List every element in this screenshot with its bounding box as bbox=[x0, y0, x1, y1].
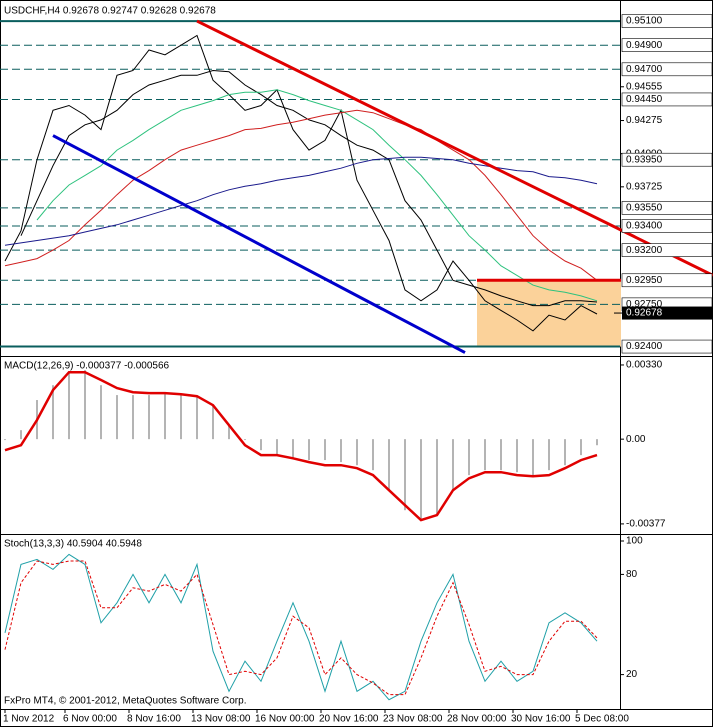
x-tick-label: 20 Nov 16:00 bbox=[319, 714, 379, 725]
histogram-bar bbox=[228, 425, 230, 440]
histogram-bar bbox=[388, 439, 390, 491]
series-line bbox=[4, 156, 598, 246]
level-label-box bbox=[621, 62, 713, 77]
histogram-bar bbox=[52, 385, 54, 440]
level-label: 0.93400 bbox=[626, 221, 663, 232]
x-tick-label: 5 Dec 08:00 bbox=[575, 714, 629, 725]
histogram-bar bbox=[516, 439, 518, 473]
y-tick-label: 0.94275 bbox=[626, 115, 663, 126]
histogram-bar bbox=[404, 439, 406, 511]
histogram-bar bbox=[148, 395, 150, 440]
x-tick-label: 13 Nov 08:00 bbox=[191, 714, 251, 725]
x-tick-label: 16 Nov 00:00 bbox=[255, 714, 315, 725]
level-label: 0.93550 bbox=[626, 203, 663, 214]
histogram-bar bbox=[580, 439, 582, 456]
histogram-bar bbox=[212, 405, 214, 440]
histogram-bar bbox=[196, 397, 198, 440]
trendline bbox=[196, 19, 713, 277]
histogram-bar bbox=[596, 439, 598, 446]
histogram-bar bbox=[548, 439, 550, 471]
series-line bbox=[4, 34, 598, 332]
panel-title: USDCHF,H4 0.92678 0.92747 0.92628 0.9267… bbox=[4, 6, 216, 17]
series-line bbox=[36, 89, 598, 302]
histogram-bar bbox=[68, 372, 70, 440]
level-label: 0.93200 bbox=[626, 245, 663, 256]
y-tick-label: 0.94555 bbox=[626, 81, 663, 92]
level-label-box bbox=[621, 201, 713, 215]
level-label: 0.93950 bbox=[626, 154, 663, 165]
y-tick-label: 80 bbox=[626, 569, 638, 580]
histogram-bar bbox=[532, 439, 534, 476]
histogram-bar bbox=[564, 439, 566, 466]
y-tick-label: 0.00 bbox=[626, 434, 646, 445]
histogram-bar bbox=[180, 395, 182, 440]
level-label: 0.94450 bbox=[626, 94, 663, 105]
histogram-bar bbox=[372, 439, 374, 471]
level-label-box bbox=[621, 14, 713, 28]
x-tick-label: 30 Nov 16:00 bbox=[511, 714, 571, 725]
level-label: 0.92400 bbox=[626, 341, 663, 352]
y-tick-label: 20 bbox=[626, 669, 638, 680]
last-price-box bbox=[622, 306, 712, 320]
level-label-box bbox=[621, 92, 713, 107]
histogram-bar bbox=[324, 439, 326, 461]
histogram-bar bbox=[132, 395, 134, 440]
panel-title: Stoch(13,3,3) 40.5904 40.5948 bbox=[4, 539, 142, 550]
level-label: 0.92750 bbox=[626, 299, 663, 310]
histogram-bar bbox=[292, 439, 294, 459]
histogram-bar bbox=[100, 385, 102, 440]
histogram-bar bbox=[244, 439, 246, 441]
histogram-bar bbox=[116, 395, 118, 440]
histogram-bar bbox=[20, 430, 22, 440]
level-label: 0.95100 bbox=[626, 16, 663, 27]
x-tick-label: 6 Nov 00:00 bbox=[63, 714, 117, 725]
histogram-bar bbox=[4, 439, 6, 441]
histogram-bar bbox=[84, 370, 86, 440]
histogram-bar bbox=[436, 439, 438, 516]
histogram-bar bbox=[308, 439, 310, 461]
x-tick-label: 28 Nov 00:00 bbox=[447, 714, 507, 725]
x-tick-label: 23 Nov 08:00 bbox=[383, 714, 443, 725]
series-line bbox=[20, 69, 598, 307]
trendline bbox=[52, 134, 466, 354]
zone bbox=[477, 280, 621, 347]
histogram-bar bbox=[260, 439, 262, 451]
y-tick-label: 0.93725 bbox=[626, 181, 663, 192]
histogram-bar bbox=[356, 439, 358, 466]
histogram-bar bbox=[452, 439, 454, 491]
level-label: 0.94900 bbox=[626, 40, 663, 51]
level-label-box bbox=[621, 38, 713, 52]
level-label-box bbox=[621, 152, 713, 167]
y-tick-label: 100 bbox=[626, 536, 643, 547]
y-tick-label: 0.00330 bbox=[626, 360, 663, 371]
x-tick-label: 8 Nov 16:00 bbox=[127, 714, 181, 725]
level-label-box bbox=[621, 219, 713, 233]
histogram-bar bbox=[164, 393, 166, 440]
histogram-bar bbox=[500, 439, 502, 471]
level-label-box bbox=[621, 243, 713, 257]
x-tick-label: 1 Nov 2012 bbox=[3, 714, 55, 725]
level-label: 0.92950 bbox=[626, 275, 663, 286]
level-label-box bbox=[621, 339, 713, 354]
copyright: FxPro MT4, © 2001-2012, MetaQuotes Softw… bbox=[4, 696, 246, 707]
histogram-bar bbox=[468, 439, 470, 476]
series-line bbox=[4, 560, 598, 696]
histogram-bar bbox=[484, 439, 486, 471]
level-label-box bbox=[621, 273, 713, 288]
histogram-bar bbox=[276, 439, 278, 456]
histogram-bar bbox=[420, 439, 422, 521]
level-label: 0.94700 bbox=[626, 64, 663, 75]
series-line bbox=[4, 370, 598, 522]
panel-title: MACD(12,26,9) -0.000377 -0.000566 bbox=[4, 361, 170, 372]
last-price-label: 0.92678 bbox=[626, 308, 663, 319]
y-tick-label: -0.00377 bbox=[626, 519, 666, 530]
series-line bbox=[4, 109, 598, 281]
histogram-bar bbox=[340, 439, 342, 463]
